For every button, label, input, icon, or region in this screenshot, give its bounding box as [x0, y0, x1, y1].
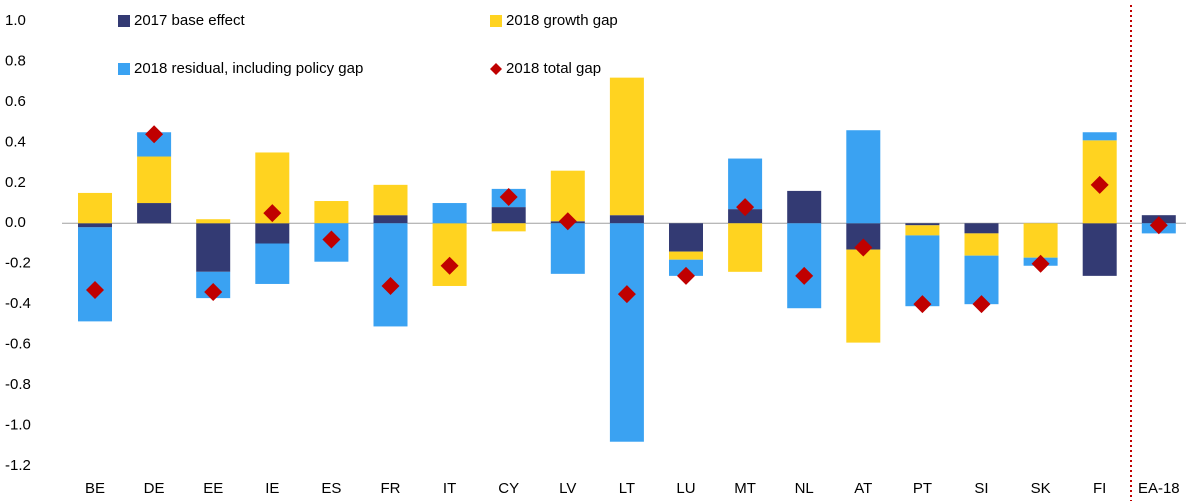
y-tick-label: 1.0: [5, 12, 26, 29]
diamond-marker: [913, 295, 932, 314]
diamond-marker: [145, 125, 164, 144]
bar-segment: [609, 77, 644, 216]
legend-label: 2018 total gap: [506, 60, 601, 77]
x-tick-label: MT: [734, 480, 756, 497]
bar-segment: [432, 223, 467, 286]
diamond-marker: [1031, 254, 1050, 273]
y-tick-label: 0.0: [5, 214, 26, 231]
bar-segment: [728, 223, 763, 272]
legend-swatch: [118, 15, 130, 27]
diamond-marker: [558, 212, 577, 231]
x-tick-label: SK: [1031, 480, 1051, 497]
legend-swatch: [490, 63, 502, 75]
diamond-marker: [854, 238, 873, 257]
bar-segment: [1023, 223, 1058, 258]
bar-segment: [491, 207, 526, 224]
x-tick-label: IT: [443, 480, 456, 497]
y-tick-label: 0.2: [5, 174, 26, 191]
y-tick-label: 0.4: [5, 133, 26, 150]
bar-segment: [137, 203, 172, 224]
bar-segment: [78, 227, 112, 322]
diamond-marker: [381, 276, 400, 295]
diamond-marker: [617, 285, 636, 304]
x-tick-label: FI: [1093, 480, 1106, 497]
bar-segment: [787, 190, 822, 224]
bar-segment: [905, 225, 940, 236]
diamond-marker: [677, 266, 695, 285]
bar-segment: [78, 223, 112, 228]
x-tick-label: LU: [676, 480, 695, 497]
x-tick-label: CY: [498, 480, 519, 497]
bar-segment: [432, 203, 467, 224]
x-tick-label: EE: [203, 480, 223, 497]
y-tick-label: -1.0: [5, 417, 31, 434]
diamond-marker: [1149, 216, 1168, 235]
y-tick-label: -1.2: [5, 457, 31, 474]
bar-segment: [78, 192, 112, 224]
diamond-marker: [322, 230, 341, 249]
y-tick-label: 0.8: [5, 52, 26, 69]
bar-segment: [609, 215, 644, 224]
x-tick-label: NL: [795, 480, 814, 497]
legend-label: 2018 growth gap: [506, 12, 618, 29]
bar-segment: [550, 223, 585, 274]
legend-swatch: [118, 63, 130, 75]
diamond-marker: [204, 283, 223, 302]
bar-segment: [669, 251, 703, 260]
x-tick-label: LV: [559, 480, 576, 497]
diamond-marker: [499, 187, 518, 206]
bar-segment: [1082, 132, 1117, 141]
x-tick-label: PT: [913, 480, 932, 497]
bar-segment: [314, 201, 349, 224]
bar-segment: [846, 249, 881, 343]
bar-segment: [255, 243, 290, 284]
x-tick-label: DE: [144, 480, 165, 497]
y-tick-label: -0.6: [5, 336, 31, 353]
x-tick-label: LT: [619, 480, 635, 497]
bar-segment: [846, 130, 881, 224]
bar-segment: [491, 223, 526, 232]
bar-segment: [373, 223, 408, 327]
bar-segment: [196, 223, 231, 272]
bar-segment: [964, 233, 999, 256]
bar-segment: [255, 223, 290, 244]
x-tick-label: EA-18: [1138, 480, 1180, 497]
y-tick-label: -0.2: [5, 255, 31, 272]
bar-segment: [728, 209, 763, 224]
bar-segment: [137, 156, 172, 204]
x-tick-label: ES: [321, 480, 341, 497]
diamond-marker: [263, 204, 282, 223]
diamond-marker: [86, 281, 104, 300]
diamond-marker: [440, 256, 459, 275]
bar-segment: [964, 223, 999, 234]
diamond-marker: [972, 295, 991, 314]
bar-segment: [373, 215, 408, 224]
bar-segment: [787, 223, 822, 309]
x-tick-label: BE: [85, 480, 105, 497]
bar-segment: [669, 223, 703, 252]
bar-segment: [196, 219, 231, 224]
y-tick-label: -0.8: [5, 376, 31, 393]
bar-segment: [373, 184, 408, 216]
y-tick-label: 0.6: [5, 93, 26, 110]
bar-segment: [609, 223, 644, 442]
bar-segment: [905, 223, 940, 226]
y-tick-label: -0.4: [5, 295, 31, 312]
diamond-marker: [736, 198, 755, 217]
x-tick-label: FR: [381, 480, 401, 497]
legend-label: 2018 residual, including policy gap: [134, 60, 363, 77]
bar-segment: [1082, 223, 1117, 276]
x-tick-label: SI: [974, 480, 988, 497]
diamond-marker: [1090, 175, 1109, 194]
diamond-marker: [795, 266, 814, 285]
bar-segment: [905, 235, 940, 307]
legend-swatch: [490, 15, 502, 27]
legend-label: 2017 base effect: [134, 12, 245, 29]
x-tick-label: IE: [265, 480, 279, 497]
x-tick-label: AT: [854, 480, 872, 497]
